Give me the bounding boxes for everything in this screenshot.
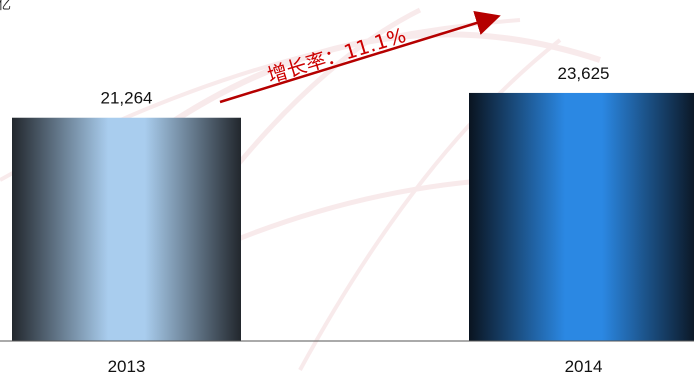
growth-rate-label: 增长率：11.1% [264,23,408,88]
value-label-2013: 21,264 [101,89,153,108]
category-label-2013: 2013 [108,357,146,376]
category-label-2014: 2014 [565,357,603,376]
growth-arrow [219,10,501,104]
bar-2014 [469,92,694,341]
value-label-2014: 23,625 [558,64,610,83]
bar-2013 [12,117,241,341]
corner-text: 亿 [0,0,11,12]
bars-group: 21,264 2013 23,625 2014 [12,64,694,376]
